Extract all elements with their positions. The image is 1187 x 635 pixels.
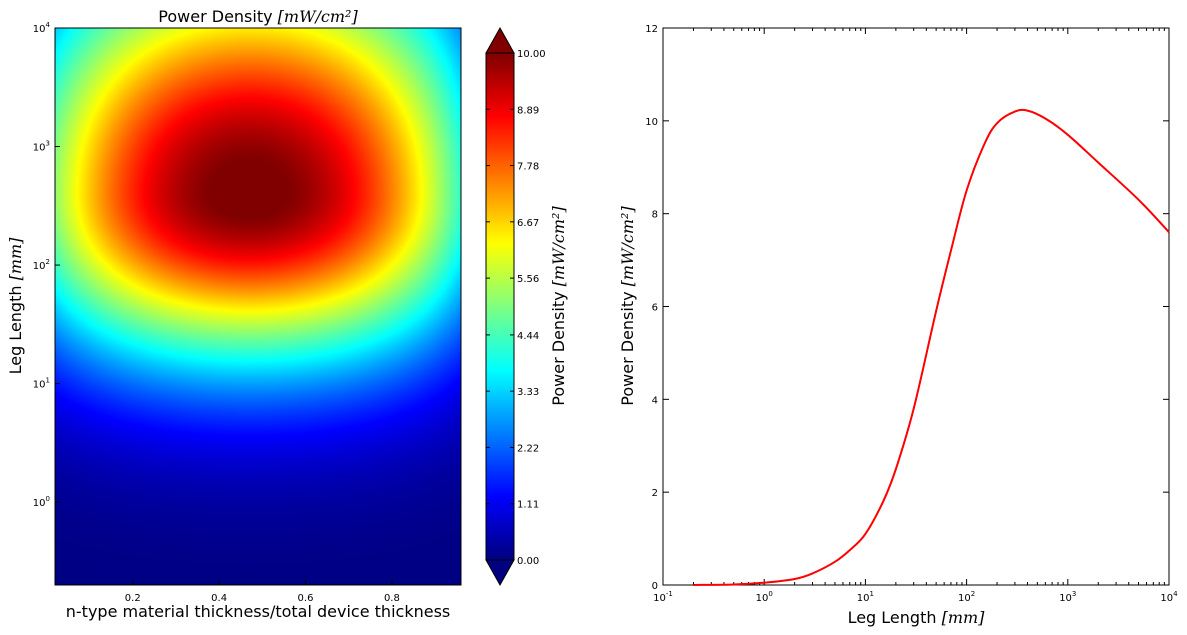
colorbar: 0.00 1.11 2.22 3.33 4.44 5.56 6.67 7.78 8.89 10.0… bbox=[486, 28, 568, 585]
heatmap-x-ticks: 0.2 0.4 0.6 0.8 bbox=[125, 580, 400, 604]
line-y-tick-label: 12 bbox=[645, 24, 658, 35]
heatmap-x-tick-label: 0.6 bbox=[298, 593, 314, 604]
line-x-tick-label: 102 bbox=[958, 590, 975, 604]
line-x-tick-label: 103 bbox=[1059, 590, 1076, 604]
heatmap-x-tick-label: 0.2 bbox=[125, 593, 141, 604]
line-y-tick-label: 0 bbox=[652, 581, 658, 592]
colorbar-tick-label: 8.89 bbox=[517, 105, 539, 116]
line-y-tick-label: 8 bbox=[652, 210, 658, 221]
line-y-tick-label: 4 bbox=[652, 395, 658, 406]
line-y-tick-label: 6 bbox=[652, 303, 658, 314]
line-panel: 10-1 100 101 102 103 104 0 2 4 6 8 10 12 Leg Length… bbox=[618, 24, 1178, 627]
heatmap-y-ticks: 100 101 102 103 104 bbox=[33, 21, 60, 509]
line-x-tick-label: 100 bbox=[756, 590, 773, 604]
colorbar-tick-label: 2.22 bbox=[517, 443, 539, 454]
heatmap-y-tick-label: 100 bbox=[33, 495, 50, 509]
heatmap-y-tick-label: 102 bbox=[33, 258, 50, 272]
colorbar-frame bbox=[486, 53, 514, 560]
colorbar-tick-label: 7.78 bbox=[517, 162, 539, 173]
heatmap-y-tick-label: 103 bbox=[33, 140, 50, 154]
colorbar-tick-label: 10.00 bbox=[517, 49, 546, 60]
heatmap-y-tick-label: 104 bbox=[33, 21, 51, 35]
colorbar-tick-label: 5.56 bbox=[517, 274, 539, 285]
line-ylabel: Power Density [mW/cm²] bbox=[618, 206, 637, 406]
colorbar-extend-max bbox=[486, 28, 514, 53]
colorbar-tick-label: 4.44 bbox=[517, 331, 539, 342]
heatmap-x-tick-label: 0.8 bbox=[384, 593, 400, 604]
colorbar-tick-label: 1.11 bbox=[517, 500, 539, 511]
heatmap-panel: Power Density [mW/cm²] n-type material t… bbox=[6, 7, 461, 621]
heatmap-xlabel: n-type material thickness/total device t… bbox=[66, 602, 450, 621]
colorbar-label: Power Density [mW/cm²] bbox=[549, 206, 568, 406]
line-y-tick-label: 2 bbox=[652, 488, 658, 499]
colorbar-tick-label: 3.33 bbox=[517, 387, 539, 398]
colorbar-ticks: 0.00 1.11 2.22 3.33 4.44 5.56 6.67 7.78 8.89 10.0… bbox=[486, 49, 546, 567]
line-x-tick-label: 10-1 bbox=[653, 590, 673, 604]
line-y-tick-label: 10 bbox=[645, 117, 658, 128]
colorbar-tick-label: 6.67 bbox=[517, 218, 539, 229]
colorbar-tick-label: 0.00 bbox=[517, 556, 539, 567]
line-x-tick-label: 104 bbox=[1160, 590, 1178, 604]
heatmap-ylabel: Leg Length [mm] bbox=[6, 237, 25, 375]
heatmap-frame bbox=[55, 28, 461, 585]
heatmap-y-tick-label: 101 bbox=[33, 377, 50, 391]
line-x-tick-label: 101 bbox=[857, 590, 874, 604]
colorbar-extend-min bbox=[486, 560, 514, 585]
heatmap-title: Power Density [mW/cm²] bbox=[158, 7, 358, 26]
heatmap-x-tick-label: 0.4 bbox=[211, 593, 227, 604]
line-xlabel: Leg Length [mm] bbox=[848, 608, 986, 627]
line-plot-frame bbox=[663, 28, 1169, 585]
